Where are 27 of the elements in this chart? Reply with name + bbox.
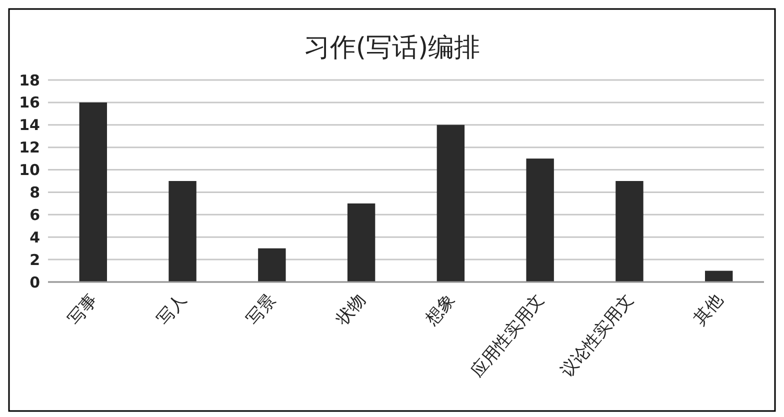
x-tick-label: 其他	[690, 290, 728, 330]
bar	[79, 102, 107, 282]
x-tick-label: 想象	[421, 290, 460, 330]
y-tick-label: 4	[30, 228, 40, 246]
bar	[526, 158, 554, 282]
chart-title: 习作(写话)编排	[304, 33, 480, 63]
bar	[168, 181, 196, 282]
bar	[616, 181, 644, 282]
x-tick-label: 写事	[64, 290, 102, 330]
x-tick-label: 应用性实用文	[468, 290, 548, 382]
y-tick-label: 16	[19, 94, 40, 112]
bar	[705, 270, 733, 282]
y-tick-label: 10	[19, 161, 40, 180]
bar	[258, 248, 286, 282]
y-tick-label: 2	[30, 250, 40, 269]
bar	[347, 203, 376, 282]
y-tick-label: 0	[30, 273, 40, 292]
y-tick-label: 14	[19, 116, 40, 134]
x-tick-label: 议论性实用文	[556, 290, 638, 382]
y-tick-label: 12	[19, 138, 40, 157]
y-tick-label: 18	[19, 71, 40, 90]
x-tick-label: 状物	[332, 290, 370, 330]
bar	[436, 124, 465, 282]
y-tick-label: 6	[30, 206, 40, 224]
y-tick-label: 8	[30, 183, 40, 202]
x-tick-label: 写人	[154, 290, 191, 330]
x-tick-label: 写景	[243, 290, 280, 330]
